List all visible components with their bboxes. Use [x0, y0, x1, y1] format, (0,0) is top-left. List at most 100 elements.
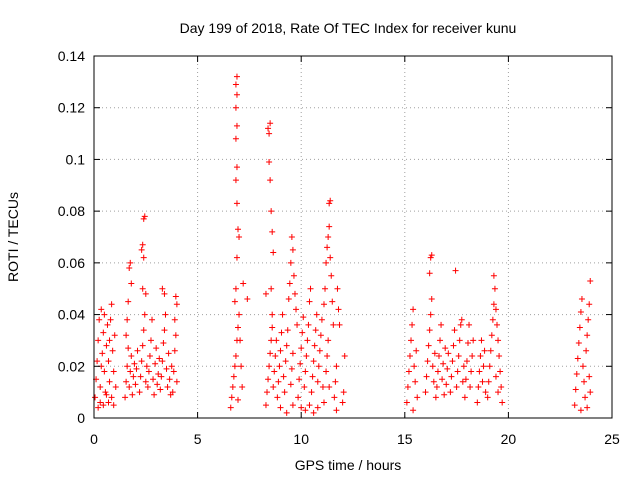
data-point [171, 316, 178, 323]
data-point [139, 285, 146, 292]
data-point [240, 280, 247, 287]
data-point [573, 371, 580, 378]
data-point [146, 352, 153, 359]
x-tick-label: 10 [293, 431, 309, 447]
data-point [269, 324, 276, 331]
data-point [584, 332, 591, 339]
data-point [326, 383, 333, 390]
data-point [96, 316, 103, 323]
data-point [439, 376, 446, 383]
data-point [467, 383, 474, 390]
data-point [440, 360, 447, 367]
data-point [498, 383, 505, 390]
data-point [233, 91, 240, 98]
data-point [284, 327, 291, 334]
data-point [233, 164, 240, 171]
data-point [303, 352, 310, 359]
data-point [322, 285, 329, 292]
data-point [452, 267, 459, 274]
data-point [427, 311, 434, 318]
data-point [291, 290, 298, 297]
data-point [320, 399, 327, 406]
data-point [165, 350, 172, 357]
data-point [470, 337, 477, 344]
data-point [294, 321, 301, 328]
data-point [286, 280, 293, 287]
data-point [124, 363, 131, 370]
data-point [100, 402, 107, 409]
data-point [477, 352, 484, 359]
data-point [577, 308, 584, 315]
data-point [454, 368, 461, 375]
data-point [491, 285, 498, 292]
data-point [310, 409, 317, 416]
data-point [149, 316, 156, 323]
data-point [289, 246, 296, 253]
data-point [579, 363, 586, 370]
data-point [323, 259, 330, 266]
data-point [97, 383, 104, 390]
data-point [488, 332, 495, 339]
data-point [143, 363, 150, 370]
data-point [326, 200, 333, 207]
data-point [428, 296, 435, 303]
data-point [476, 368, 483, 375]
data-point [161, 290, 168, 297]
data-point [412, 378, 419, 385]
data-point [94, 358, 101, 365]
data-point [95, 337, 102, 344]
data-point [431, 350, 438, 357]
data-point [404, 383, 411, 390]
data-point [136, 389, 143, 396]
data-point [232, 135, 239, 142]
y-tick-label: 0.04 [58, 307, 85, 323]
data-point [497, 368, 504, 375]
data-point [269, 311, 276, 318]
data-point [325, 337, 332, 344]
data-point [282, 358, 289, 365]
data-point [126, 383, 133, 390]
data-point [281, 389, 288, 396]
data-point [233, 122, 240, 129]
data-point [271, 368, 278, 375]
data-point [269, 228, 276, 235]
data-point [268, 285, 275, 292]
data-point [336, 321, 343, 328]
data-point [287, 259, 294, 266]
data-point [138, 358, 145, 365]
data-point [139, 342, 146, 349]
data-points [92, 73, 594, 416]
data-point [157, 386, 164, 393]
data-point [266, 159, 273, 166]
data-point [289, 350, 296, 357]
data-point [266, 130, 273, 137]
data-point [302, 407, 309, 414]
data-point [163, 365, 170, 372]
data-point [426, 327, 433, 334]
data-point [410, 407, 417, 414]
data-point [457, 321, 464, 328]
data-point [466, 321, 473, 328]
y-tick-label: 0.14 [58, 48, 85, 64]
data-point [239, 383, 246, 390]
data-point [447, 389, 454, 396]
data-point [490, 301, 497, 308]
data-point [110, 368, 117, 375]
x-tick-label: 25 [604, 431, 620, 447]
data-point [464, 340, 471, 347]
data-point [137, 373, 144, 380]
data-point [268, 337, 275, 344]
data-point [275, 378, 282, 385]
data-point [455, 352, 462, 359]
data-point [319, 383, 326, 390]
data-point [92, 394, 99, 401]
data-point [123, 332, 130, 339]
data-point [451, 327, 458, 334]
data-point [95, 404, 102, 411]
data-point [160, 340, 167, 347]
data-point [458, 316, 465, 323]
data-point [227, 404, 234, 411]
data-point [235, 396, 242, 403]
data-point [314, 378, 321, 385]
data-point [329, 298, 336, 305]
